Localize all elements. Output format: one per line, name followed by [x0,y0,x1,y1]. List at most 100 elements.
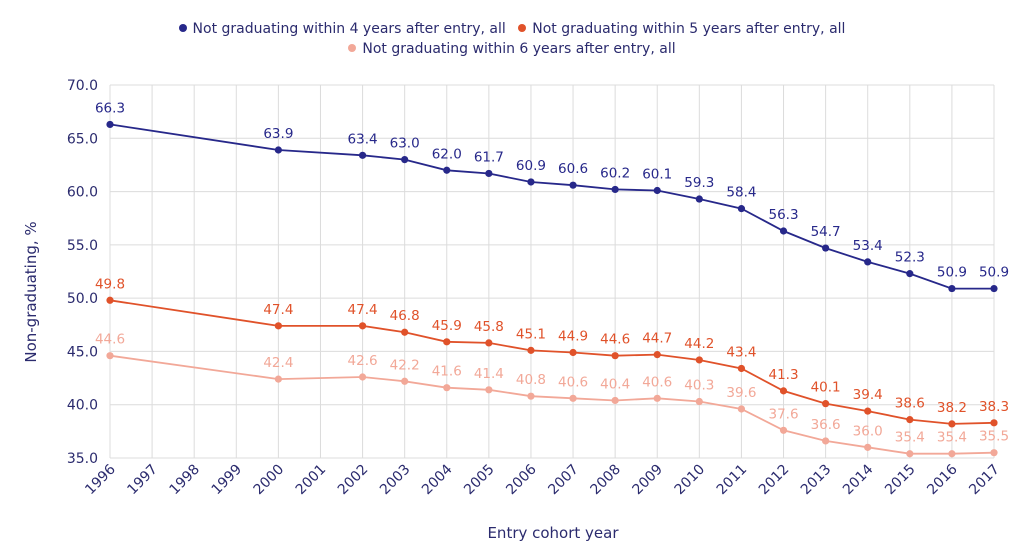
series-3-point[interactable] [864,443,872,451]
legend-marker-series-1 [178,24,187,32]
x-axis-title: Entry cohort year [487,524,619,542]
series-2-point[interactable] [779,387,788,395]
series-3-point[interactable] [653,394,661,402]
series-3-point[interactable] [611,396,619,405]
series-3-point[interactable] [779,426,788,434]
series-2-data-label: 44.9 [558,328,588,344]
series-1-point[interactable] [737,205,746,213]
series-2-data-label: 38.6 [895,396,925,412]
series-3-data-label: 41.6 [432,364,462,380]
series-1-point[interactable] [779,227,788,235]
series-2-point[interactable] [990,419,998,427]
series-1-data-label: 63.9 [263,126,293,142]
series-3-point[interactable] [485,386,493,394]
series-2-point[interactable] [611,352,619,360]
x-tick-label: 2009 [630,462,667,499]
series-3-point[interactable] [274,375,282,383]
x-tick-label: 2015 [882,462,919,499]
series-2-data-label: 47.4 [348,302,378,318]
series-3-data-label: 36.6 [811,417,841,433]
series-2-point[interactable] [695,356,703,364]
series-2-data-label: 38.2 [937,400,967,416]
series-3-point[interactable] [569,394,577,402]
data-labels: 66.3 63.9 63.4 63.0 62.0 61.7 60.9 60.6 60.2 60.1… [95,100,1009,445]
series-1-point[interactable] [527,178,535,186]
x-tick-label: 2012 [756,462,793,499]
series-3-point[interactable] [443,384,451,392]
x-tick-label: 2016 [924,461,961,498]
series-lines [109,123,995,455]
series-2-point[interactable] [443,338,451,346]
legend-item-series-1[interactable]: Not graduating within 4 years after entr… [178,21,506,37]
series-1-data-label: 56.3 [768,207,798,223]
series-3-point[interactable] [906,450,914,458]
series-1-point[interactable] [106,120,114,129]
series-3-data-label: 40.6 [642,374,672,390]
series-3-data-label: 36.0 [853,423,883,439]
x-tick-label: 2008 [587,462,624,499]
series-2-point[interactable] [358,322,367,330]
series-2-point[interactable] [401,328,409,336]
series-3-point[interactable] [106,352,114,360]
series-1-point[interactable] [485,169,493,178]
series-1-point[interactable] [569,181,577,189]
series-1-line [109,123,994,290]
series-3-point[interactable] [695,397,703,406]
series-1-point[interactable] [822,244,830,252]
y-tick-label: 35.0 [67,451,98,467]
series-2-point[interactable] [906,416,914,424]
series-3-point[interactable] [358,373,367,381]
x-tick-label: 2004 [419,461,456,498]
x-tick-label: 1998 [167,462,204,499]
series-1-point[interactable] [695,195,703,203]
series-2-point[interactable] [485,339,493,347]
series-3-point[interactable] [401,377,409,385]
series-3-point[interactable] [822,437,830,445]
x-tick-label: 2006 [503,461,540,498]
x-tick-label: 1999 [209,462,246,499]
series-3-data-label: 40.4 [600,376,630,392]
series-3-point[interactable] [990,449,998,457]
series-1-point[interactable] [274,146,282,154]
series-1-point[interactable] [611,185,619,194]
series-3-point[interactable] [527,392,535,400]
series-2-data-label: 38.3 [979,399,1009,415]
series-2-point[interactable] [527,346,535,354]
series-2-point[interactable] [864,407,872,415]
series-2-point[interactable] [822,400,830,408]
series-1-data-label: 60.1 [642,167,672,183]
legend-item-series-2[interactable]: Not graduating within 5 years after entr… [518,21,845,37]
series-1-data-label: 52.3 [895,250,925,266]
series-2-point[interactable] [948,420,956,428]
series-2-data-label: 45.9 [432,318,462,334]
series-1-point[interactable] [906,270,914,278]
series-1-point[interactable] [358,151,367,159]
series-1-point[interactable] [443,166,451,174]
series-2-data-label: 40.1 [811,380,841,396]
y-tick-label: 55.0 [67,238,98,254]
series-1-data-label: 53.4 [853,238,883,254]
series-3-point[interactable] [948,450,956,458]
series-2-point[interactable] [106,296,114,304]
series-1-point[interactable] [401,156,409,164]
series-1-point[interactable] [864,258,872,266]
series-3-data-label: 35.5 [979,429,1009,445]
series-1-point[interactable] [653,186,661,195]
legend-item-series-3[interactable]: Not graduating within 6 years after entr… [348,41,676,57]
y-tick-label: 65.0 [67,131,98,147]
legend-marker-series-2 [518,24,527,32]
series-2-data-label: 44.6 [600,332,630,348]
series-1-data-label: 61.7 [474,149,504,165]
series-1-point[interactable] [948,284,956,293]
series-2-point[interactable] [737,364,746,373]
series-3-data-label: 40.3 [684,378,714,394]
series-2-point[interactable] [274,322,282,330]
y-tick-label: 40.0 [67,398,98,414]
series-1-point[interactable] [990,284,998,293]
series-2-point[interactable] [569,348,577,357]
x-tick-label: 2007 [545,462,582,499]
series-3-point[interactable] [737,405,746,413]
series-1-data-label: 63.4 [348,131,378,147]
series-2-point[interactable] [653,351,661,359]
